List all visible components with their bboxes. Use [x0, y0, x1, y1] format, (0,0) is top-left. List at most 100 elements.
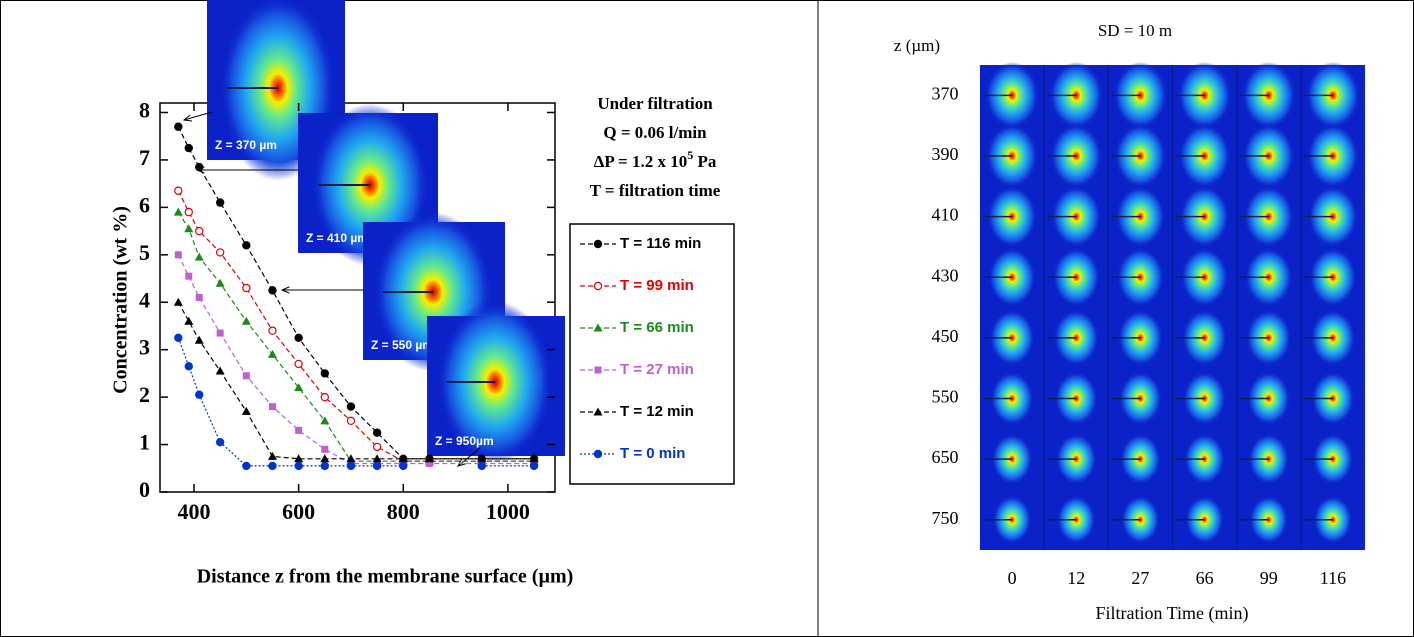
data-point [184, 316, 194, 325]
data-point [529, 454, 539, 463]
data-point [215, 248, 225, 257]
y-tick-label: 4 [139, 287, 150, 312]
row-label: 550 [932, 387, 959, 407]
data-point [372, 461, 382, 471]
data-point [294, 454, 304, 463]
data-point [398, 454, 408, 463]
saxs-image [1308, 185, 1358, 248]
data-point [195, 162, 204, 172]
row-label: 450 [932, 326, 959, 346]
row-label: 370 [932, 83, 959, 103]
saxs-image [1113, 61, 1168, 129]
data-point [320, 461, 330, 471]
legend-label: T = 99 min [620, 277, 694, 294]
saxs-image [1180, 247, 1229, 307]
x-tick-label: 800 [387, 499, 420, 524]
saxs-image [1307, 123, 1359, 188]
annotation: ΔP = 1.2 x 105 Pa [594, 148, 717, 171]
series-line [177, 126, 535, 460]
data-point [195, 294, 203, 301]
data-point [216, 329, 224, 337]
y-tick-label: 8 [139, 98, 150, 123]
data-point [399, 461, 408, 471]
data-point [174, 251, 182, 259]
data-point [320, 392, 330, 402]
column-label: 116 [1320, 568, 1346, 588]
data-point [241, 316, 251, 325]
data-point [294, 461, 303, 471]
legend-marker [594, 366, 602, 374]
series-line [177, 301, 535, 460]
legend-marker [593, 239, 603, 249]
legend-label: T = 0 min [620, 445, 685, 462]
annotation: Under filtration [597, 94, 713, 113]
saxs-image [1114, 123, 1167, 188]
data-point [294, 359, 303, 369]
data-point [195, 390, 204, 399]
data-point [268, 326, 277, 335]
saxs-image [1115, 185, 1166, 248]
legend-label: T = 66 min [620, 319, 694, 336]
x-tick-label: 400 [178, 499, 211, 524]
data-point [346, 454, 356, 463]
column-label: 12 [1067, 568, 1085, 588]
data-point [194, 252, 204, 261]
column-label: 66 [1196, 568, 1214, 588]
saxs-image [1179, 185, 1230, 248]
arrow-head [182, 114, 193, 122]
data-point [346, 461, 356, 471]
data-point [372, 428, 382, 437]
annotation-part: Q = 0.06 l/min [603, 123, 707, 142]
data-point [174, 186, 183, 195]
arrow-head [457, 458, 466, 467]
grid-y-label: z (µm) [894, 36, 940, 55]
data-point [242, 283, 251, 293]
legend [569, 223, 735, 485]
legend-marker [593, 449, 603, 459]
y-tick-label: 7 [139, 145, 150, 170]
data-point [346, 416, 356, 426]
data-point [268, 461, 277, 471]
data-point [267, 349, 277, 358]
data-point [215, 366, 225, 375]
annotation-part: T = filtration time [590, 181, 721, 200]
saxs-image [1177, 61, 1232, 129]
data-point [268, 286, 277, 295]
inset-label: Z = 370 µm [215, 138, 277, 152]
data-point [425, 460, 433, 468]
legend-marker [593, 323, 603, 332]
saxs-image [1116, 247, 1165, 307]
data-point [477, 461, 486, 471]
grid-title: SD = 10 m [1098, 21, 1172, 40]
inset-label: Z = 550 µm [371, 338, 433, 352]
data-point [320, 369, 330, 378]
y-tick-label: 3 [139, 335, 150, 360]
saxs-image [1309, 247, 1357, 307]
data-point [195, 226, 204, 236]
data-point [320, 454, 330, 463]
saxs-image [1305, 61, 1360, 129]
data-point [242, 372, 250, 380]
data-point [321, 445, 329, 453]
data-point [184, 224, 194, 233]
row-label: 650 [932, 447, 959, 467]
data-point [242, 241, 251, 250]
y-tick-label: 1 [139, 430, 150, 455]
data-point [173, 297, 183, 306]
y-tick-label: 6 [139, 192, 150, 217]
data-point [174, 333, 183, 343]
inset-label: Z = 410 µm [306, 231, 368, 245]
column-label: 0 [1008, 568, 1017, 588]
data-point [174, 122, 183, 131]
annotation-part: 5 [687, 148, 693, 162]
y-tick-label: 0 [139, 477, 150, 502]
annotation-part: ΔP = 1.2 x 10 [594, 152, 688, 171]
data-point [372, 454, 382, 463]
data-point [268, 403, 276, 411]
y-axis-label: Concentration (wt %) [110, 206, 132, 394]
annotation: T = filtration time [590, 181, 721, 200]
row-label: 410 [932, 205, 959, 225]
data-point [294, 383, 304, 392]
x-tick-label: 1000 [486, 499, 530, 524]
data-point [294, 333, 303, 343]
